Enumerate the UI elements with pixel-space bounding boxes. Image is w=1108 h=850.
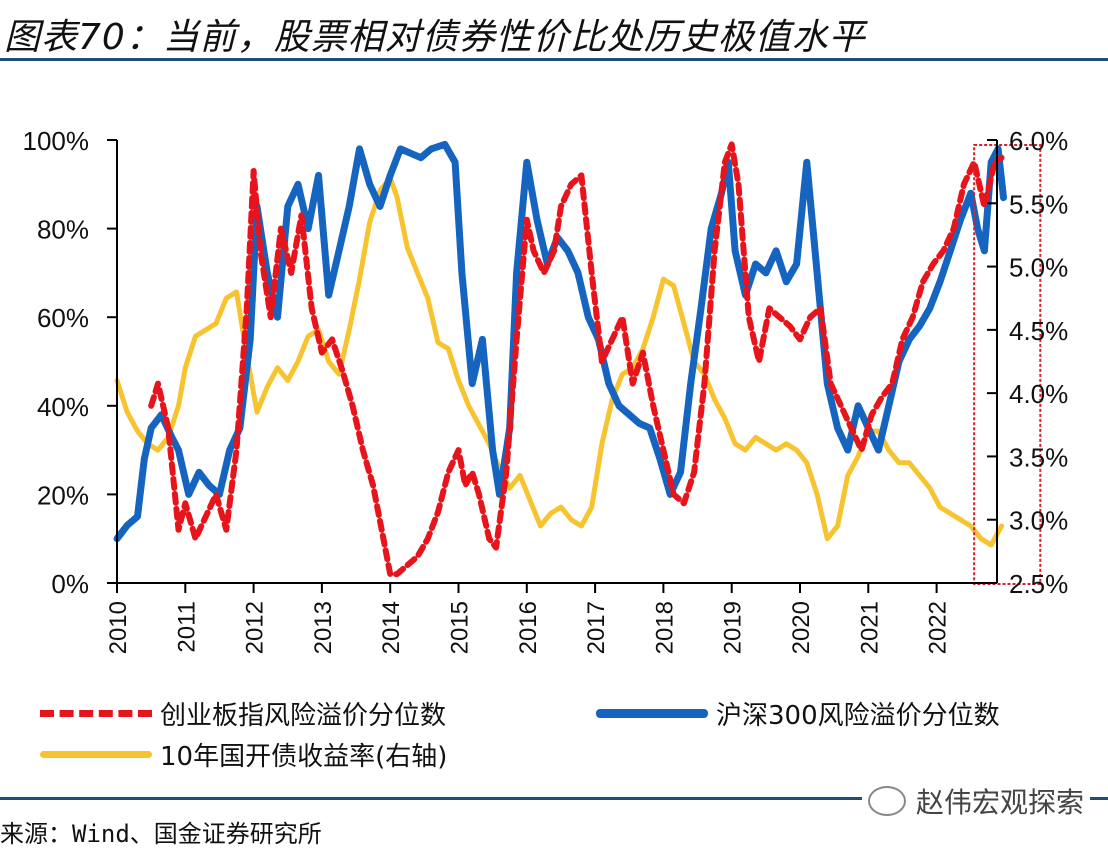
watermark-text: 赵伟宏观探索	[916, 786, 1085, 819]
x-tick-label: 2010	[105, 601, 132, 654]
series-line	[148, 141, 1005, 578]
y-right-tick-label: 5.0%	[1009, 253, 1068, 283]
y-left-tick-label: 60%	[37, 303, 89, 333]
x-tick-label: 2016	[515, 601, 542, 654]
x-tick-label: 2022	[925, 601, 952, 654]
y-right-tick-label: 3.0%	[1009, 506, 1068, 536]
highlight-box	[973, 144, 1042, 585]
source-note: 来源：Wind、国金证券研究所	[0, 820, 322, 848]
y-right-tick-label: 6.0%	[1009, 126, 1068, 156]
chart-title: 图表70：当前，股票相对债券性价比处历史极值水平	[4, 17, 866, 58]
x-tick-label: 2020	[788, 601, 815, 654]
x-tick-label: 2012	[242, 601, 269, 654]
footer-divider	[0, 797, 1108, 800]
x-tick-label: 2019	[720, 601, 747, 654]
wechat-icon	[868, 786, 906, 816]
legend-item-cdb-yield: 10年国开债收益率(右轴)	[40, 736, 447, 773]
y-left-tick-label: 40%	[37, 392, 89, 422]
x-tick-label: 2018	[651, 601, 678, 654]
y-right-tick-label: 2.5%	[1009, 569, 1068, 599]
y-left-tick-label: 100%	[23, 126, 90, 156]
x-tick-label: 2017	[583, 601, 610, 654]
legend-label: 沪深300风险溢价分位数	[716, 701, 1000, 731]
x-tick-label: 2013	[310, 601, 337, 654]
y-left-tick-label: 0%	[51, 569, 89, 599]
x-tick-label: 2015	[447, 601, 474, 654]
y-left-tick-label: 20%	[37, 480, 89, 510]
legend-swatch-blue	[596, 709, 708, 718]
legend-swatch-yellow	[40, 751, 152, 758]
y-left-tick-label: 80%	[37, 215, 89, 245]
y-right-tick-label: 5.5%	[1009, 189, 1068, 219]
legend-label: 10年国开债收益率(右轴)	[160, 742, 448, 772]
y-right-tick-label: 3.5%	[1009, 442, 1068, 472]
x-tick-label: 2021	[856, 601, 883, 654]
x-tick-label: 2014	[378, 601, 405, 654]
chart-area: 0% 20% 40% 60% 80% 100% 2.5% 3.0% 3.5% 4.0% 4.5% 5.…	[23, 126, 1069, 654]
title-divider	[0, 58, 1108, 61]
x-tick-label: 2011	[173, 601, 200, 653]
y-right-tick-label: 4.5%	[1009, 316, 1068, 346]
legend-label: 创业板指风险溢价分位数	[160, 701, 447, 731]
legend-item-csi300: 沪深300风险溢价分位数	[596, 695, 1000, 732]
legend-item-chinext: 创业板指风险溢价分位数	[40, 695, 446, 732]
watermark: 赵伟宏观探索	[862, 781, 1091, 821]
legend-swatch-red-dashed	[40, 710, 152, 717]
y-right-tick-label: 4.0%	[1009, 379, 1068, 409]
series-line	[114, 175, 1004, 548]
